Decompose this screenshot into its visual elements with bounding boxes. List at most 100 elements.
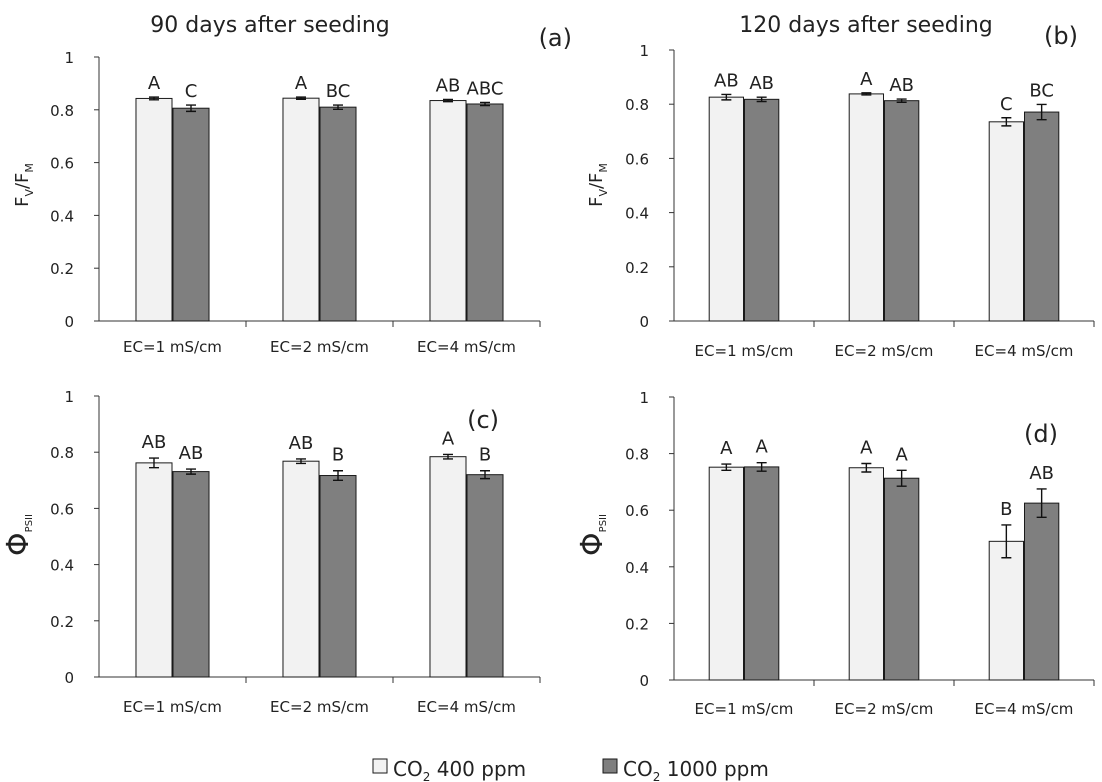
panel-d-error-bar-s2-c3: [1036, 488, 1047, 518]
panel-a-letter-s2-c3: ABC: [467, 78, 504, 99]
panel-a-error-bar-s2-c3: [480, 101, 491, 107]
panel-c-y-tick-label: 0.8: [50, 444, 74, 462]
panel-a-letter-s2-c2: BC: [326, 81, 351, 102]
panel-a-letter-s1-c3: AB: [436, 76, 461, 97]
panel-d-letter-s1-c1: A: [720, 438, 733, 459]
panel-a-bar-s2-c3: [466, 103, 504, 322]
panel-b-y-label: FV​/FM​: [586, 163, 610, 207]
panel-d-y-tick-label: 0.6: [625, 502, 649, 520]
panel-d-letter-s2-c3: AB: [1029, 463, 1054, 484]
panel-c-category-label: EC=4 mS/cm: [417, 698, 516, 716]
panel-b-error-bar-s2-c2: [896, 98, 907, 104]
panel-d-error-bar-s1-c2: [861, 462, 872, 473]
panel-b: 120 days after seeding (b) 0 0.2 0.4 0.6 0.8 1 F…: [586, 13, 1095, 360]
panel-c-error-bar-s2-c1: [186, 468, 197, 475]
panel-c-letter-s1-c3: A: [442, 428, 455, 449]
panel-c-error-bar-s2-c3: [480, 470, 491, 480]
panel-c-error-bar-s2-c2: [333, 470, 344, 481]
panel-b-letter-s2-c2: AB: [889, 75, 914, 96]
panel-d-y-tick-label: 0.8: [625, 446, 649, 464]
panel-c-y-label: ΦPSII​: [1, 514, 36, 556]
panel-a-y-tick-label: 1: [64, 49, 74, 67]
panel-d-category-label: EC=4 mS/cm: [975, 700, 1074, 718]
panel-a-error-bar-s1-c1: [148, 96, 159, 101]
panel-d-error-bar-s2-c2: [896, 469, 907, 487]
panel-d-bar-s2-c2: [884, 477, 920, 681]
panel-b-category-label: EC=2 mS/cm: [835, 342, 934, 360]
panel-b-error-bar-s1-c3: [1001, 117, 1012, 127]
panel-b-y-tick-label: 0.6: [625, 150, 649, 168]
panel-c-letter-s2-c2: B: [332, 445, 344, 466]
legend-label-co2-1000: CO2 1000 ppm: [623, 757, 769, 782]
panel-d-y-tick-label: 1: [639, 389, 649, 407]
panel-c-bar-s2-c2: [319, 475, 357, 678]
panel-d-bar-s1-c2: [848, 467, 885, 681]
panel-d-letter-s1-c2: A: [860, 438, 873, 459]
panel-a-y-tick-label: 0.8: [50, 102, 74, 120]
panel-a-category-label: EC=2 mS/cm: [270, 338, 369, 356]
panel-c-y-tick-label: 0.2: [50, 613, 74, 631]
panel-d-bar-s1-c1: [708, 466, 745, 681]
panel-a-y-tick-label: 0.6: [50, 155, 74, 173]
panel-a-y-tick-label: 0.2: [50, 260, 74, 278]
panel-c-letter-s1-c2: AB: [289, 433, 314, 454]
panel-b-label: (b): [1044, 22, 1078, 50]
panel-d-bar-s2-c3: [1024, 502, 1060, 681]
legend-swatch-co2-400: [372, 758, 388, 774]
panel-b-y-tick-label: 0: [639, 313, 649, 331]
panel-c-y-tick-label: 0.4: [50, 557, 74, 575]
panel-d-error-bar-s1-c3: [1001, 524, 1012, 559]
panel-b-error-bar-s2-c3: [1036, 103, 1047, 121]
panel-a-bar-s1-c3: [429, 100, 467, 322]
legend-label-co2-400: CO2 400 ppm: [393, 757, 526, 782]
panel-c-y-tick-label: 0: [64, 669, 74, 687]
panel-a-y-tick-label: 0: [64, 313, 74, 331]
panel-b-error-bar-s2-c1: [756, 96, 767, 103]
panel-c-bar-s1-c2: [282, 460, 320, 678]
panel-c-letter-s2-c1: AB: [179, 443, 204, 464]
panel-b-letter-s1-c1: AB: [714, 70, 739, 91]
panel-a-error-bar-s2-c1: [186, 104, 197, 113]
panel-a-bar-s1-c2: [282, 97, 320, 322]
panel-a-letter-s2-c1: C: [185, 81, 198, 102]
panel-a-error-bar-s1-c2: [295, 96, 306, 100]
panel-d-category-label: EC=1 mS/cm: [695, 700, 794, 718]
panel-b-letter-s1-c2: A: [860, 69, 873, 90]
panel-a-y-label: FV​/FM​: [12, 163, 36, 207]
panel-a-bar-s2-c2: [319, 106, 357, 322]
panel-b-y-tick-label: 0.2: [625, 259, 649, 277]
panel-d-letter-s1-c3: B: [1000, 499, 1012, 520]
panel-c-bar-s2-c1: [172, 471, 210, 678]
panel-b-category-label: EC=4 mS/cm: [975, 342, 1074, 360]
panel-c-bar-s2-c3: [466, 474, 504, 678]
panel-c-category-label: EC=2 mS/cm: [270, 698, 369, 716]
panel-d-y-tick-label: 0.2: [625, 615, 649, 633]
panel-c-error-bar-s1-c1: [148, 457, 159, 469]
panel-c-label: (c): [467, 406, 499, 434]
panel-d-letter-s2-c2: A: [895, 444, 908, 465]
panel-b-bar-s1-c2: [848, 93, 885, 322]
panel-d-y-tick-label: 0: [639, 672, 649, 690]
panel-b-error-bar-s1-c1: [721, 93, 732, 101]
panel-d-bar-s2-c1: [744, 466, 780, 681]
panel-b-y-tick-label: 1: [639, 42, 649, 60]
panel-d-category-label: EC=2 mS/cm: [835, 700, 934, 718]
panel-c-bar-s1-c3: [429, 456, 467, 678]
panel-b-bar-s1-c1: [708, 96, 745, 322]
panel-c-error-bar-s1-c2: [295, 458, 306, 465]
legend-swatch-co2-1000: [602, 758, 618, 774]
panel-a-title: 90 days after seeding: [150, 13, 389, 38]
panel-d-y-label: ΦPSII​: [575, 514, 610, 556]
panel-c-category-label: EC=1 mS/cm: [123, 698, 222, 716]
panel-a-label: (a): [539, 24, 572, 52]
panel-b-y-tick-label: 0.4: [625, 205, 649, 223]
panel-c-y-tick-label: 0.6: [50, 500, 74, 518]
panel-b-y-tick-label: 0.8: [625, 96, 649, 114]
panel-b-category-label: EC=1 mS/cm: [695, 342, 794, 360]
panel-c-error-bar-s1-c3: [442, 453, 453, 460]
legend: CO2 400 ppm CO2 1000 ppm: [372, 757, 769, 782]
panel-a: 90 days after seeding (a) 0 0.2 0.4 0.6 0.8 1 FV…: [12, 13, 572, 356]
panel-b-letter-s1-c3: C: [1000, 94, 1013, 115]
panel-d-error-bar-s1-c1: [721, 463, 732, 471]
